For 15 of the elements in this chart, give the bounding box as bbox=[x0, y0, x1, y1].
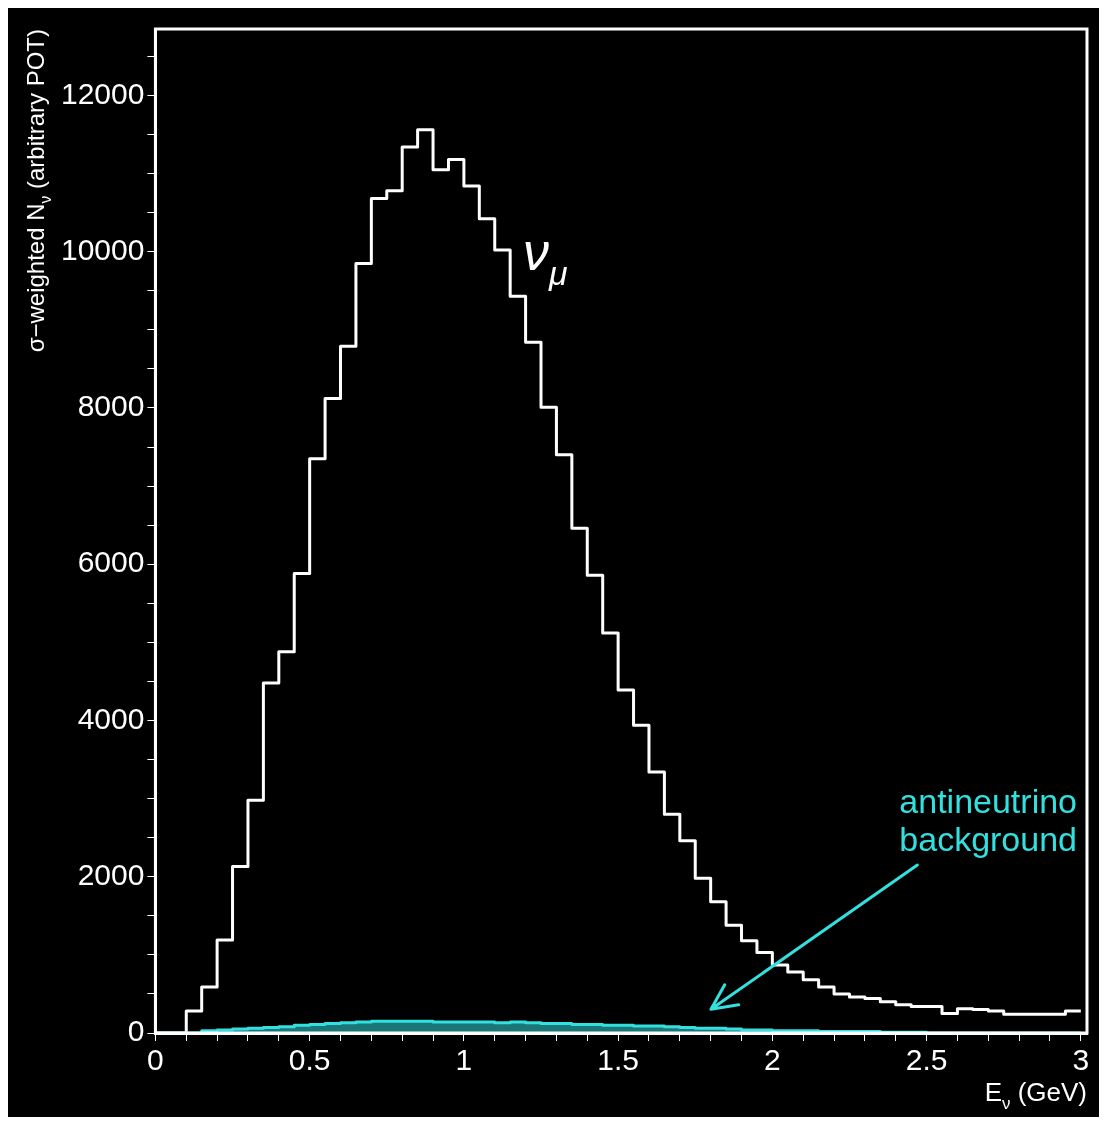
y-tick-label: 0 bbox=[127, 1014, 145, 1048]
x-tick-label: 1 bbox=[455, 1043, 473, 1077]
text: antineutrino background bbox=[899, 782, 1077, 858]
x-tick-label: 2.5 bbox=[905, 1043, 948, 1077]
y-tick-label: 2000 bbox=[77, 858, 145, 891]
y-tick-label: 6000 bbox=[77, 545, 145, 579]
x-tick-label: 0.5 bbox=[288, 1043, 331, 1077]
y-tick-label: 4000 bbox=[77, 701, 145, 735]
y-tick-label: 12000 bbox=[60, 76, 145, 110]
x-tick-label: 2 bbox=[764, 1043, 781, 1077]
y-axis-title: σ−weighted Nν (arbitrary POT) bbox=[22, 28, 55, 353]
y-tick-label: 10000 bbox=[60, 232, 145, 266]
x-tick-label: 3 bbox=[1072, 1043, 1090, 1077]
y-tick-label: 8000 bbox=[77, 389, 145, 423]
x-tick-label: 1.5 bbox=[597, 1043, 639, 1077]
